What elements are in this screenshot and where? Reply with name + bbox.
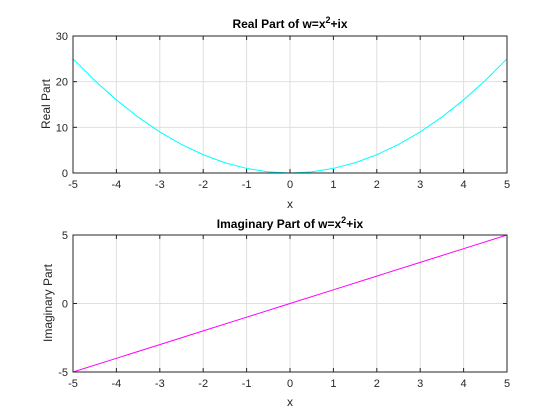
real-part-plot: Real Part of w=x2+ix x Real Part -5 -4 -3 -…	[39, 15, 510, 211]
real-part-ylabel: Real Part	[39, 78, 53, 129]
imaginary-part-x-tick-label: 3	[417, 378, 423, 390]
real-part-x-tick-label: -1	[242, 179, 252, 191]
imaginary-part-xlabel: x	[287, 395, 293, 409]
real-part-title: Real Part of w=x2+ix	[232, 15, 347, 31]
imaginary-part-title: Imaginary Part of w=x2+ix	[217, 215, 364, 231]
real-part-x-tick-label: 1	[330, 179, 336, 191]
real-part-xlabel: x	[287, 197, 293, 211]
real-part-y-tick-label: 30	[56, 31, 68, 43]
imaginary-part-ylabel: Imaginary Part	[41, 263, 55, 342]
imaginary-part-x-tick-label: -5	[68, 378, 78, 390]
imaginary-part-x-tick-label: 0	[287, 378, 293, 390]
imaginary-part-series-line	[72, 234, 508, 373]
real-part-x-tick-label: 2	[374, 179, 380, 191]
imaginary-part-y-tick-label: -5	[58, 367, 68, 379]
real-part-x-tick-label: 4	[461, 179, 467, 191]
imaginary-part-x-tick-label: -1	[242, 378, 252, 390]
imaginary-part-x-tick-label: 5	[504, 378, 510, 390]
imaginary-part-x-tick-label: 2	[374, 378, 380, 390]
real-part-x-tick-label: -4	[112, 179, 122, 191]
imaginary-part-y-tick-label: 5	[62, 230, 68, 242]
imaginary-part-y-tick-label: 0	[62, 299, 68, 311]
imaginary-part-plot: Imaginary Part of w=x2+ix x Imaginary Pa…	[41, 215, 510, 409]
real-part-x-tick-label: 0	[287, 179, 293, 191]
real-part-x-tick-label: 5	[504, 179, 510, 191]
imaginary-part-x-tick-label: -4	[112, 378, 122, 390]
real-part-y-tick-label: 20	[56, 77, 68, 89]
real-part-x-tick-label: -2	[198, 179, 208, 191]
real-part-y-tick-label: 0	[62, 168, 68, 180]
real-part-x-tick-label: -5	[68, 179, 78, 191]
real-part-x-tick-label: -3	[155, 179, 165, 191]
real-part-y-tick-label: 10	[56, 122, 68, 134]
imaginary-part-x-tick-label: -3	[155, 378, 165, 390]
imaginary-part-x-tick-label: -2	[198, 378, 208, 390]
real-part-x-tick-label: 3	[417, 179, 423, 191]
imaginary-part-x-tick-label: 4	[461, 378, 467, 390]
imaginary-part-x-tick-label: 1	[330, 378, 336, 390]
